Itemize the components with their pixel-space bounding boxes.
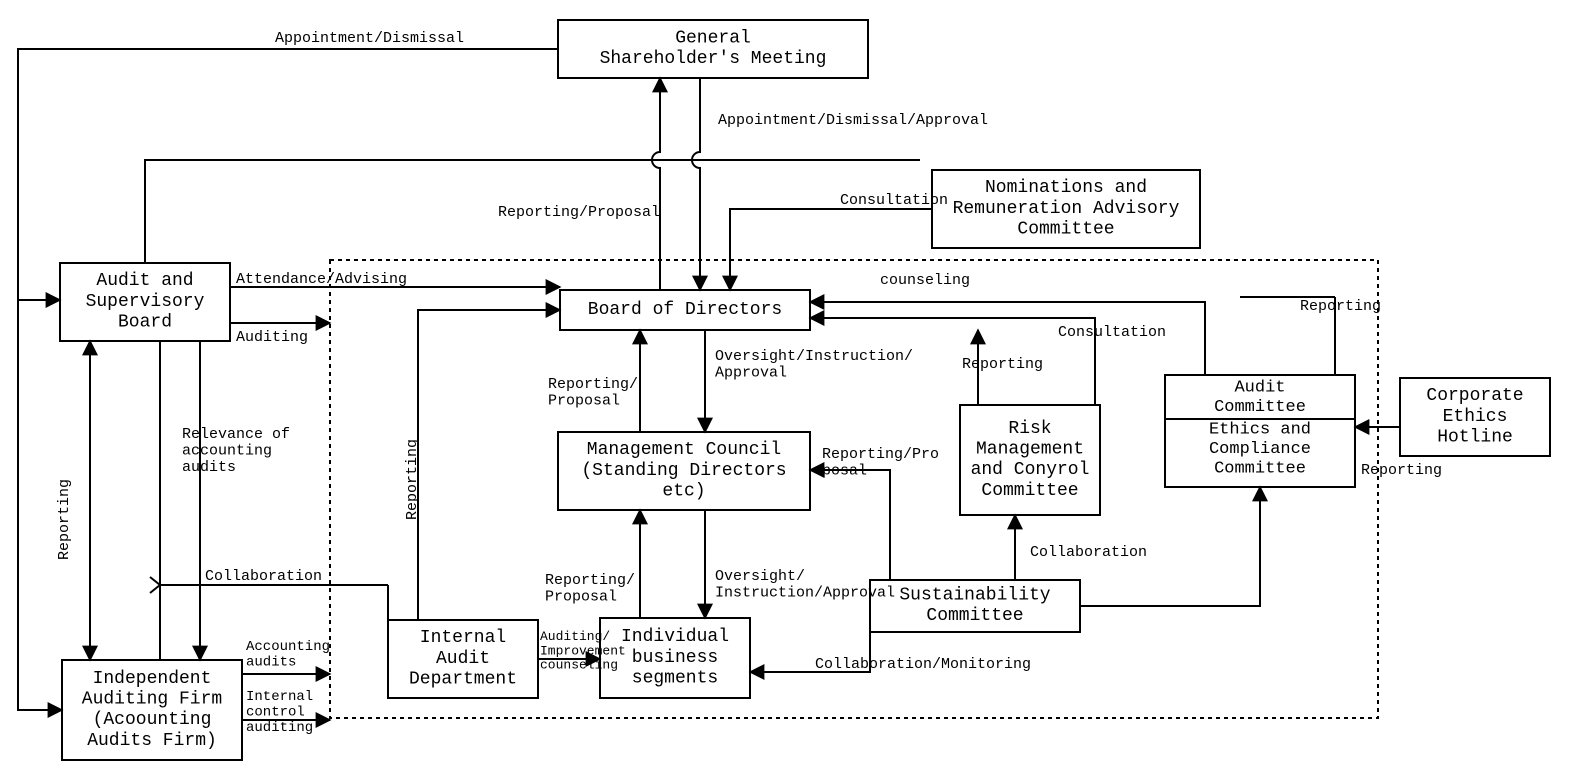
lbl-reporting-ae: Reporting (1300, 298, 1381, 315)
lbl-consultation2: Consultation (1058, 324, 1166, 341)
lbl-oversight-bd-mc: Oversight/Instruction/Approval (715, 348, 913, 382)
lbl-rp-su: Reporting/Proposal (822, 446, 939, 480)
lbl-oversight-mc-ib: Oversight/Instruction/Approval (715, 568, 895, 602)
node-label-board_dir: Board of Directors (588, 300, 782, 320)
lbl-rp-bd-mc: Reporting/Proposal (548, 376, 638, 410)
ethics-compliance-label: Ethics andComplianceCommittee (1209, 420, 1311, 478)
lbl-reporting-ab-iaf: Reporting (56, 479, 73, 560)
node-nominations: Nominations andRemuneration AdvisoryComm… (932, 170, 1200, 248)
lbl-attend-advise: Attendance/Advising (236, 271, 407, 288)
lbl-rep-prop-top: Reporting/Proposal (498, 204, 660, 221)
lbl-rp-mc-ib: Reporting/Proposal (545, 572, 635, 606)
lbl-collab-mon: Collaboration/Monitoring (815, 656, 1031, 673)
edge-gen-to-bd (692, 78, 700, 290)
edge-ia-bd (418, 310, 560, 620)
node-board_dir: Board of Directors (560, 290, 810, 330)
node-audit-ethics: AuditCommitteeEthics andComplianceCommit… (1165, 375, 1355, 487)
lbl-relevance: Relevance ofaccountingaudits (182, 426, 290, 476)
lbl-collab-h: Collaboration (205, 568, 322, 585)
node-label-ind_biz: Individualbusinesssegments (621, 627, 729, 688)
lbl-acc-audits: Accountingaudits (246, 639, 330, 670)
lbl-appoint-approval: Appointment/Dismissal/Approval (718, 112, 988, 129)
node-audit_board: Audit andSupervisoryBoard (60, 263, 230, 341)
node-sustain: SustainabilityCommittee (870, 580, 1080, 632)
node-label-indep_audit: IndependentAuditing Firm(AcoountingAudit… (82, 669, 222, 751)
node-mgmt_council: Management Council(Standing Directorsetc… (558, 432, 810, 510)
lbl-collab-su-risk: Collaboration (1030, 544, 1147, 561)
lbl-reporting-risk: Reporting (962, 356, 1043, 373)
lbl-appoint-dismissal: Appointment/Dismissal (275, 30, 464, 47)
lbl-counseling: counseling (880, 272, 970, 289)
node-general: GeneralShareholder's Meeting (558, 20, 868, 78)
lbl-auditing: Auditing (236, 329, 308, 346)
edge-appoint-left (18, 49, 558, 710)
node-corp_ethics: CorporateEthicsHotline (1400, 378, 1550, 456)
edge-bd-to-gen (652, 78, 660, 290)
node-indep_audit: IndependentAuditing Firm(AcoountingAudit… (62, 660, 242, 760)
lbl-consultation-nom: Consultation (840, 192, 948, 209)
lbl-reporting-hotline: Reporting (1361, 462, 1442, 479)
node-internal_audit: InternalAuditDepartment (388, 620, 538, 698)
lbl-reporting-ia: Reporting (404, 439, 421, 520)
edge (150, 585, 160, 593)
lbl-int-ctrl: Internalcontrolauditing (246, 689, 313, 736)
edge (150, 577, 160, 585)
edge-su-mc (810, 470, 890, 580)
node-risk: RiskManagementand ConyrolCommittee (960, 405, 1100, 515)
